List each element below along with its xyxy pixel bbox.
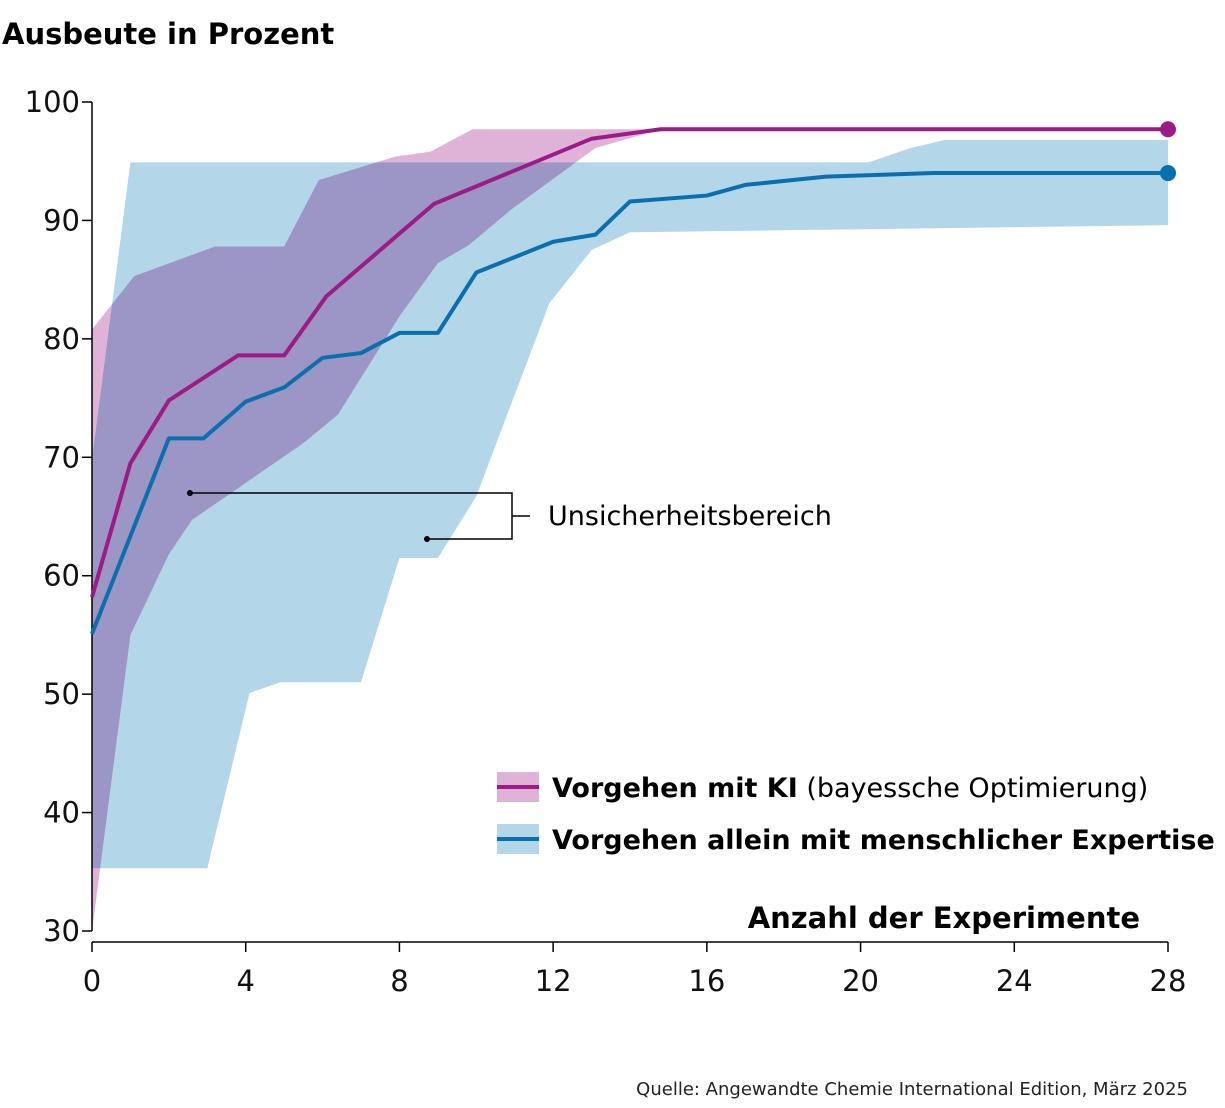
y-tick-label: 40 <box>43 796 80 830</box>
annotation-label: Unsicherheitsbereich <box>548 501 832 532</box>
x-tick-label: 8 <box>390 964 408 998</box>
y-tick-label: 30 <box>43 914 80 948</box>
x-tick-label: 20 <box>842 964 879 998</box>
x-tick-label: 24 <box>996 964 1033 998</box>
legend-entry-human: Vorgehen allein mit menschlicher Experti… <box>552 825 1215 856</box>
uncertainty-bands <box>92 129 1168 931</box>
x-tick-label: 16 <box>688 964 725 998</box>
axes: 30 40 50 60 70 80 90 100 0 4 8 12 16 20 24 28 <box>25 85 1187 998</box>
legend: Vorgehen mit KI (bayessche Optimierung) … <box>497 772 1215 856</box>
series-lines <box>90 121 1176 635</box>
annotation: Unsicherheitsbereich <box>187 490 832 542</box>
y-tick-label: 60 <box>43 559 80 593</box>
uncertainty-band-ki <box>92 129 1168 931</box>
source-note: Quelle: Angewandte Chemie International … <box>636 1079 1188 1100</box>
y-tick-label: 90 <box>43 203 80 237</box>
x-tick-label: 0 <box>83 964 101 998</box>
x-tick-label: 12 <box>535 964 572 998</box>
series-endpoint-human <box>1160 165 1176 182</box>
series-endpoint-ki <box>1160 121 1176 138</box>
x-tick-label: 28 <box>1150 964 1187 998</box>
y-tick-label: 80 <box>43 322 80 356</box>
x-tick-label: 4 <box>236 964 254 998</box>
x-axis-label: Anzahl der Experimente <box>748 901 1140 935</box>
legend-entry-ki: Vorgehen mit KI (bayessche Optimierung) <box>552 773 1148 804</box>
y-tick-label: 100 <box>25 85 80 119</box>
annotation-bracket <box>190 492 530 540</box>
y-tick-label: 70 <box>43 440 80 474</box>
y-axis-label: Ausbeute in Prozent <box>2 17 334 51</box>
y-tick-label: 50 <box>43 677 80 711</box>
series-line-human <box>90 171 1168 635</box>
series-line-ki <box>90 127 1168 598</box>
